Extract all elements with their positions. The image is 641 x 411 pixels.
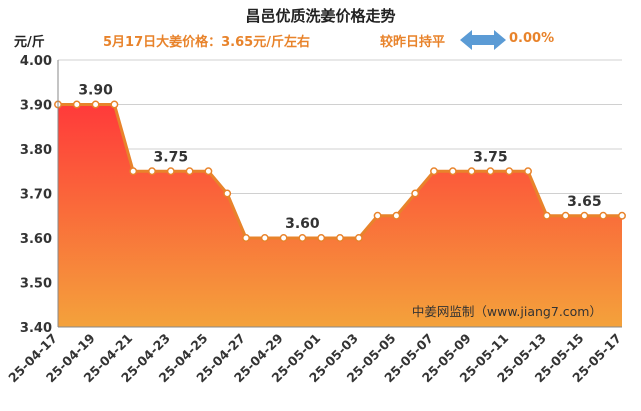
watermark-text: 中姜网监制（www.jiang7.com）: [412, 304, 602, 319]
compare-value: 0.00%: [509, 31, 555, 46]
data-point: [618, 211, 626, 220]
y-tick-label: 4.00: [20, 54, 52, 69]
data-point: [486, 167, 495, 176]
data-point: [448, 167, 457, 176]
data-point: [223, 189, 232, 198]
data-point: [91, 100, 100, 109]
data-point: [279, 234, 288, 242]
data-point: [317, 234, 326, 242]
data-point: [110, 100, 119, 109]
data-point: [129, 167, 138, 176]
data-labels: 3.90 3.75 3.60 3.75 3.65: [78, 83, 601, 233]
y-tick-label: 3.80: [20, 143, 52, 158]
data-point: [148, 167, 156, 176]
data-point: [580, 211, 589, 220]
data-point: [336, 234, 344, 242]
data-point: [392, 211, 401, 220]
data-point: [373, 211, 382, 220]
y-tick-label: 3.40: [20, 321, 52, 336]
y-tick-label: 3.50: [20, 277, 52, 292]
data-point: [354, 234, 363, 242]
data-point: [542, 211, 551, 220]
data-label: 3.75: [154, 149, 189, 165]
price-subtitle: 5月17日大姜价格：3.65元/斤左右: [103, 35, 310, 50]
y-tick-label: 3.70: [20, 188, 52, 203]
data-point: [242, 234, 250, 242]
x-axis-ticks: 25-04-1725-04-1925-04-2125-04-2325-04-25…: [5, 331, 624, 386]
price-area-fill: [58, 104, 622, 327]
y-tick-label: 3.90: [20, 99, 52, 114]
data-point: [524, 167, 532, 176]
data-points: [54, 100, 626, 242]
compare-label: 较昨日持平: [380, 35, 446, 50]
data-point: [411, 189, 420, 198]
y-tick-label: 3.60: [20, 232, 52, 247]
data-point: [430, 167, 438, 176]
data-point: [185, 167, 194, 176]
data-point: [505, 167, 514, 176]
y-axis-unit: 元/斤: [14, 35, 45, 50]
data-label: 3.60: [285, 216, 320, 232]
double-arrow-icon: [460, 30, 506, 50]
data-point: [561, 211, 570, 220]
data-point: [467, 167, 476, 176]
data-point: [204, 167, 213, 176]
data-point: [166, 167, 175, 176]
chart-title: 昌邑优质洗姜价格走势: [245, 7, 396, 25]
data-label: 3.65: [567, 194, 602, 210]
data-point: [298, 234, 307, 242]
data-point: [599, 211, 608, 220]
data-point: [260, 234, 269, 242]
y-axis-ticks: 3.40 3.50 3.60 3.70 3.80 3.90 4.00: [20, 54, 52, 336]
data-label: 3.75: [473, 149, 508, 165]
data-point: [72, 100, 81, 109]
data-label: 3.90: [78, 83, 113, 99]
